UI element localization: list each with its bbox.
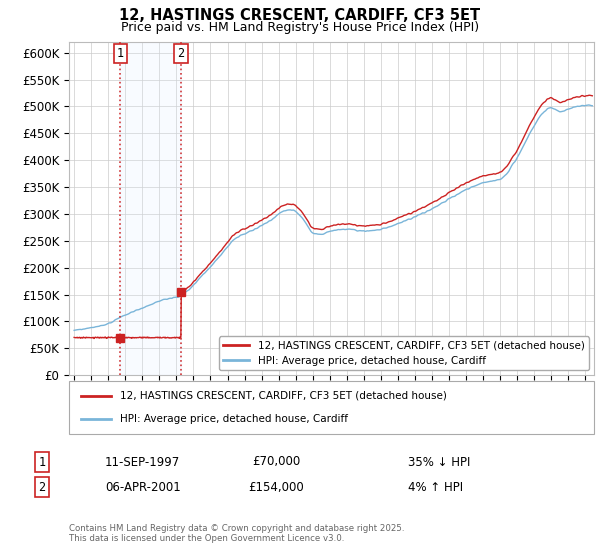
Text: 11-SEP-1997: 11-SEP-1997 bbox=[105, 455, 180, 469]
Text: Contains HM Land Registry data © Crown copyright and database right 2025.
This d: Contains HM Land Registry data © Crown c… bbox=[69, 524, 404, 543]
Text: 06-APR-2001: 06-APR-2001 bbox=[105, 480, 181, 494]
Text: 4% ↑ HPI: 4% ↑ HPI bbox=[408, 480, 463, 494]
Text: 1: 1 bbox=[116, 47, 124, 60]
Text: Price paid vs. HM Land Registry's House Price Index (HPI): Price paid vs. HM Land Registry's House … bbox=[121, 21, 479, 34]
Text: HPI: Average price, detached house, Cardiff: HPI: Average price, detached house, Card… bbox=[120, 414, 348, 424]
Bar bbox=[120, 42, 181, 375]
Text: 12, HASTINGS CRESCENT, CARDIFF, CF3 5ET: 12, HASTINGS CRESCENT, CARDIFF, CF3 5ET bbox=[119, 8, 481, 24]
Text: 12, HASTINGS CRESCENT, CARDIFF, CF3 5ET (detached house): 12, HASTINGS CRESCENT, CARDIFF, CF3 5ET … bbox=[120, 391, 447, 401]
Text: 35% ↓ HPI: 35% ↓ HPI bbox=[408, 455, 470, 469]
Legend: 12, HASTINGS CRESCENT, CARDIFF, CF3 5ET (detached house), HPI: Average price, de: 12, HASTINGS CRESCENT, CARDIFF, CF3 5ET … bbox=[219, 337, 589, 370]
Text: £70,000: £70,000 bbox=[252, 455, 300, 469]
Text: 2: 2 bbox=[38, 480, 46, 494]
Text: 1: 1 bbox=[38, 455, 46, 469]
Text: £154,000: £154,000 bbox=[248, 480, 304, 494]
Text: 2: 2 bbox=[178, 47, 185, 60]
